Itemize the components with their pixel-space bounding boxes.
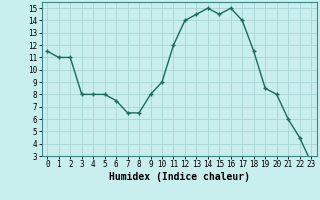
X-axis label: Humidex (Indice chaleur): Humidex (Indice chaleur) [109,172,250,182]
